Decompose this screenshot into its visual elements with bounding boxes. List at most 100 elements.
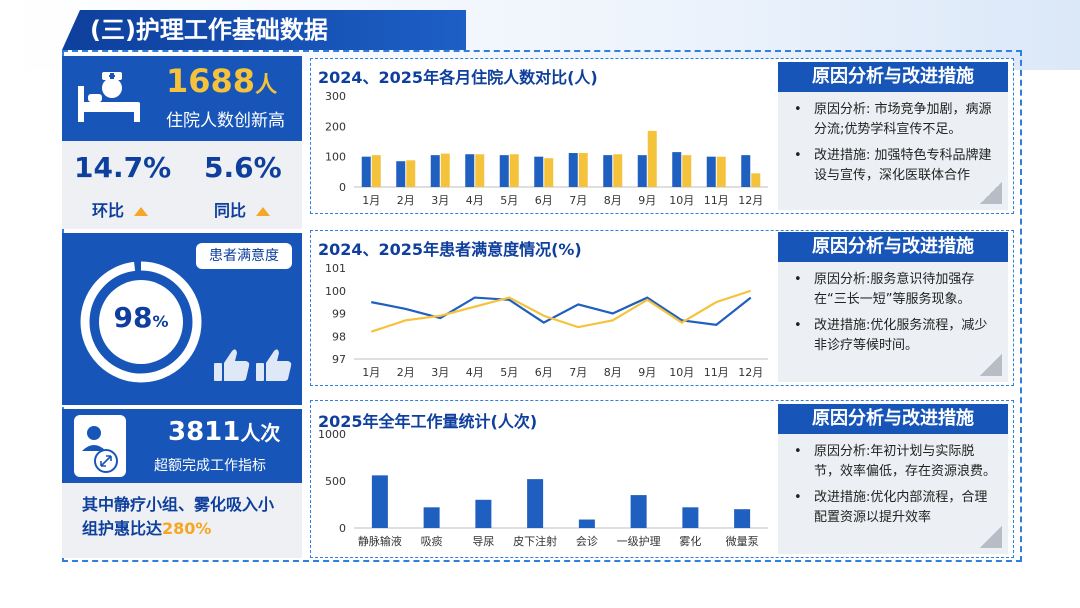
bar-2025: [682, 507, 699, 528]
workload-note-value: 280%: [162, 519, 212, 538]
x-tick-label: 微量泵: [726, 534, 759, 548]
x-tick-label: 8月: [604, 194, 622, 207]
page-curl-icon: [980, 354, 1002, 376]
x-tick-label: 7月: [569, 366, 587, 379]
page-curl-icon: [980, 526, 1002, 548]
x-tick-label: 12月: [738, 366, 763, 379]
page-curl-icon: [980, 182, 1002, 204]
mom-label: 环比: [92, 201, 125, 220]
x-tick-label: 10月: [669, 366, 694, 379]
reason-heading-3: 原因分析与改进措施: [778, 404, 1008, 434]
bar-2024: [672, 152, 682, 187]
bar-2024: [568, 153, 578, 187]
x-tick-label: 1月: [362, 366, 380, 379]
chart-title-workload: 2025年全年工作量统计(人次): [318, 412, 538, 431]
y-tick-label: 500: [325, 475, 346, 488]
x-tick-label: 7月: [569, 194, 587, 207]
workload-note-text: 其中静疗小组、雾化吸入小组护惠比达: [82, 495, 275, 538]
x-tick-label: 会诊: [576, 534, 598, 548]
satisfaction-card: 患者满意度 98%: [62, 233, 302, 405]
reason-heading-1: 原因分析与改进措施: [778, 62, 1008, 92]
x-tick-label: 8月: [604, 366, 622, 379]
inpatient-card: 1688人 住院人数创新高: [62, 56, 302, 141]
workload-bar-chart: 0 500 1000 静脉输液 吸痰 导尿 皮下注射 会诊 一级护理 雾化 微量泵: [318, 428, 768, 548]
mom-up-icon: [133, 207, 148, 216]
bar-2024: [361, 156, 371, 187]
x-tick-label: 5月: [500, 194, 518, 207]
chart-title-satisfaction: 2024、2025年患者满意度情况(%): [318, 240, 582, 259]
y-tick-label: 300: [325, 90, 346, 103]
chart-title-inpatient: 2024、2025年各月住院人数对比(人): [318, 68, 598, 87]
satisfaction-value: 98: [113, 301, 153, 334]
bar-2024: [465, 154, 475, 187]
bar-2024: [396, 161, 406, 187]
x-tick-label: 导尿: [472, 535, 494, 548]
satisfaction-badge: 患者满意度: [196, 243, 292, 269]
workload-count: 3811: [168, 417, 241, 447]
bar-2024: [706, 156, 716, 187]
x-tick-label: 吸痰: [421, 534, 443, 548]
yoy-up-icon: [255, 207, 270, 216]
y-tick-label: 200: [325, 120, 346, 133]
nurse-bed-icon: [78, 72, 140, 122]
satisfaction-unit: %: [152, 312, 169, 331]
reason-action-1: 改进措施: 加强特色专科品牌建设与宣传，深化医联体合作: [786, 146, 998, 186]
workload-caption: 超额完成工作指标: [154, 458, 266, 474]
x-tick-label: 一级护理: [617, 534, 661, 548]
mom-value: 14.7%: [74, 151, 172, 184]
inpatient-count-unit: 人: [255, 73, 278, 98]
x-tick-label: 皮下注射: [513, 534, 557, 548]
bar-2025: [613, 154, 623, 187]
y-tick-label: 101: [325, 262, 346, 275]
bar-2024: [534, 156, 544, 187]
x-tick-label: 4月: [466, 366, 484, 379]
x-tick-label: 3月: [431, 194, 449, 207]
reason-body-3: 原因分析:年初计划与实际脱节，效率偏低，存在资源浪费。 改进措施:优化内部流程，…: [778, 434, 1008, 554]
bar-2024: [637, 155, 647, 187]
x-tick-label: 12月: [738, 194, 763, 207]
satisfaction-line-chart: 97 98 99 100 101 1月 2月 3月 4月 5月 6月 7月 8月 9月 10月 11月 12月: [325, 262, 768, 379]
inpatient-caption: 住院人数创新高: [166, 111, 285, 131]
bar-2025: [630, 495, 647, 528]
page-title: (三)护理工作基础数据: [62, 10, 466, 50]
bar-2025: [578, 519, 595, 528]
x-tick-label: 11月: [704, 366, 729, 379]
inpatient-count: 1688: [166, 62, 256, 100]
bar-2024: [430, 155, 440, 187]
reason-action-2: 改进措施:优化服务流程，减少非诊疗等候时间。: [786, 316, 998, 356]
x-tick-label: 9月: [638, 366, 656, 379]
x-tick-label: 6月: [535, 366, 553, 379]
yoy-label: 同比: [214, 201, 247, 220]
reason-action-3: 改进措施:优化内部流程，合理配置资源以提升效率: [786, 488, 998, 528]
x-tick-label: 11月: [704, 194, 729, 207]
x-tick-label: 1月: [362, 194, 380, 207]
x-tick-label: 静脉输液: [358, 534, 402, 548]
bar-2025: [751, 173, 761, 187]
line-series-2025: [370, 289, 752, 333]
reason-cause-2: 原因分析:服务意识待加强存在“三长一短”等服务现象。: [786, 270, 998, 310]
y-tick-label: 97: [332, 353, 346, 366]
y-tick-label: 99: [332, 308, 346, 321]
y-tick-label: 98: [332, 330, 346, 343]
thumbs-up-icon: [214, 349, 292, 381]
x-tick-label: 5月: [500, 366, 518, 379]
reason-body-2: 原因分析:服务意识待加强存在“三长一短”等服务现象。 改进措施:优化服务流程，减…: [778, 262, 1008, 382]
bar-2025: [371, 155, 381, 187]
y-tick-label: 100: [325, 151, 346, 164]
y-tick-label: 0: [339, 181, 346, 194]
x-tick-label: 10月: [669, 194, 694, 207]
y-tick-label: 100: [325, 285, 346, 298]
x-tick-label: 3月: [431, 366, 449, 379]
satisfaction-ring: [80, 261, 202, 383]
bar-2025: [371, 475, 388, 528]
bar-2025: [406, 160, 416, 187]
workload-count-unit: 人次: [240, 421, 281, 445]
bar-2025: [423, 507, 440, 528]
x-tick-label: 雾化: [679, 534, 701, 548]
bar-2025: [682, 155, 692, 187]
reason-body-1: 原因分析: 市场竞争加剧，病源分流;优势学科宣传不足。 改进措施: 加强特色专科…: [778, 92, 1008, 210]
bar-2025: [716, 156, 726, 187]
bar-2025: [475, 154, 485, 187]
bar-2025: [647, 130, 657, 187]
nurse-icon: [74, 415, 126, 477]
